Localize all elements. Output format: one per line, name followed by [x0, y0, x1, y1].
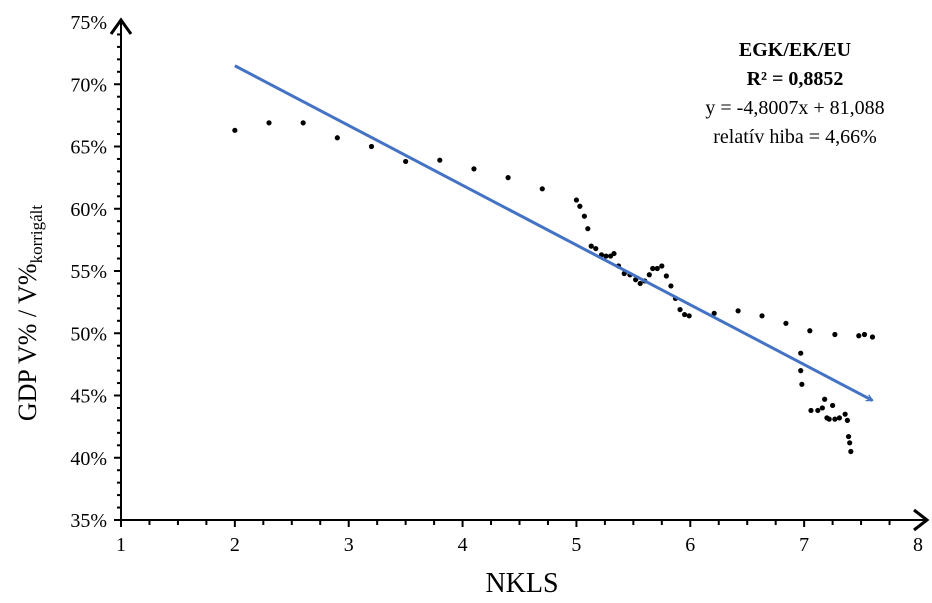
y-axis-title: GDP V% / V%korrigált — [13, 205, 46, 422]
x-tick-label: 3 — [344, 534, 354, 556]
data-point — [759, 313, 765, 319]
data-point — [830, 402, 836, 409]
x-tick-label: 1 — [116, 534, 126, 556]
data-point — [471, 166, 477, 172]
annotation-title: EGK/EK/EU — [739, 39, 851, 61]
data-point — [807, 328, 813, 334]
data-point — [822, 396, 828, 402]
data-point — [847, 440, 853, 446]
y-axis-title-main: GDP V% / V% — [13, 263, 42, 421]
data-point — [637, 280, 643, 287]
x-tick-label: 4 — [458, 534, 468, 556]
data-point — [845, 433, 852, 440]
data-point — [403, 158, 409, 165]
annotation-relative-error: relatív hiba = 4,66% — [713, 126, 876, 148]
data-point — [266, 120, 272, 126]
data-point — [581, 213, 587, 219]
data-point — [783, 320, 789, 326]
x-axis-title: NKLS — [485, 568, 558, 599]
data-point — [869, 334, 876, 340]
x-tick-label: 8 — [913, 534, 923, 556]
y-axis-title-subscript: korrigált — [27, 205, 46, 264]
y-tick-label: 75% — [70, 12, 107, 34]
data-point — [711, 310, 717, 316]
data-point — [798, 368, 804, 374]
data-points — [232, 120, 876, 455]
data-point — [668, 283, 674, 289]
y-tick-label: 45% — [70, 386, 107, 408]
data-point — [573, 197, 580, 203]
data-point — [505, 175, 511, 181]
y-tick-label: 50% — [70, 323, 107, 345]
data-point — [826, 416, 832, 422]
data-point — [650, 265, 656, 272]
data-point — [832, 331, 838, 338]
data-point — [603, 253, 609, 259]
data-point — [232, 127, 238, 133]
annotation-equation: y = -4,8007x + 81,088 — [705, 97, 884, 119]
data-point — [799, 381, 805, 387]
data-point — [856, 333, 862, 339]
y-tick-label: 70% — [70, 74, 107, 96]
y-tick-label: 40% — [70, 448, 107, 470]
trendline — [234, 64, 873, 402]
x-axis-ticks — [120, 520, 891, 527]
data-point — [300, 120, 306, 126]
data-point — [539, 186, 545, 192]
data-point — [735, 308, 741, 314]
data-point — [588, 243, 594, 249]
data-point — [836, 415, 843, 421]
data-point — [848, 448, 854, 455]
data-point — [577, 203, 583, 209]
data-point — [798, 350, 804, 356]
data-point — [646, 272, 652, 278]
data-point — [368, 143, 375, 150]
data-point — [861, 331, 868, 338]
data-point — [815, 407, 821, 414]
x-tick-label: 6 — [685, 534, 695, 556]
data-point — [681, 311, 688, 318]
y-tick-labels: 35% 40% 45% 50% 55% 60% 65% 70% 75% — [70, 12, 107, 532]
x-tick-label: 2 — [230, 534, 240, 556]
y-axis-arrowhead — [109, 17, 133, 35]
data-point — [654, 265, 660, 272]
data-point — [686, 313, 692, 319]
regression-annotation: EGK/EK/EU R² = 0,8852 y = -4,8007x + 81,… — [705, 39, 884, 148]
x-tick-label: 7 — [799, 534, 809, 556]
data-point — [611, 250, 617, 257]
x-tick-labels: 1 2 3 4 5 6 7 8 — [116, 534, 923, 556]
data-point — [334, 135, 340, 141]
y-axis-ticks — [114, 33, 121, 521]
y-tick-label: 35% — [70, 510, 107, 532]
data-point — [842, 411, 848, 417]
y-tick-label: 60% — [70, 199, 107, 221]
data-point — [844, 417, 851, 423]
data-point — [663, 273, 669, 279]
data-point — [585, 226, 591, 232]
data-point — [677, 306, 683, 313]
data-point — [819, 405, 825, 411]
data-point — [832, 416, 838, 422]
x-tick-label: 5 — [571, 534, 581, 556]
data-point — [593, 245, 599, 252]
annotation-r-squared: R² = 0,8852 — [747, 68, 844, 90]
x-axis-arrowhead — [913, 508, 930, 532]
y-tick-label: 65% — [70, 137, 107, 159]
data-point — [808, 407, 814, 414]
data-point — [659, 263, 665, 269]
data-point — [437, 157, 443, 163]
y-tick-label: 55% — [70, 261, 107, 283]
